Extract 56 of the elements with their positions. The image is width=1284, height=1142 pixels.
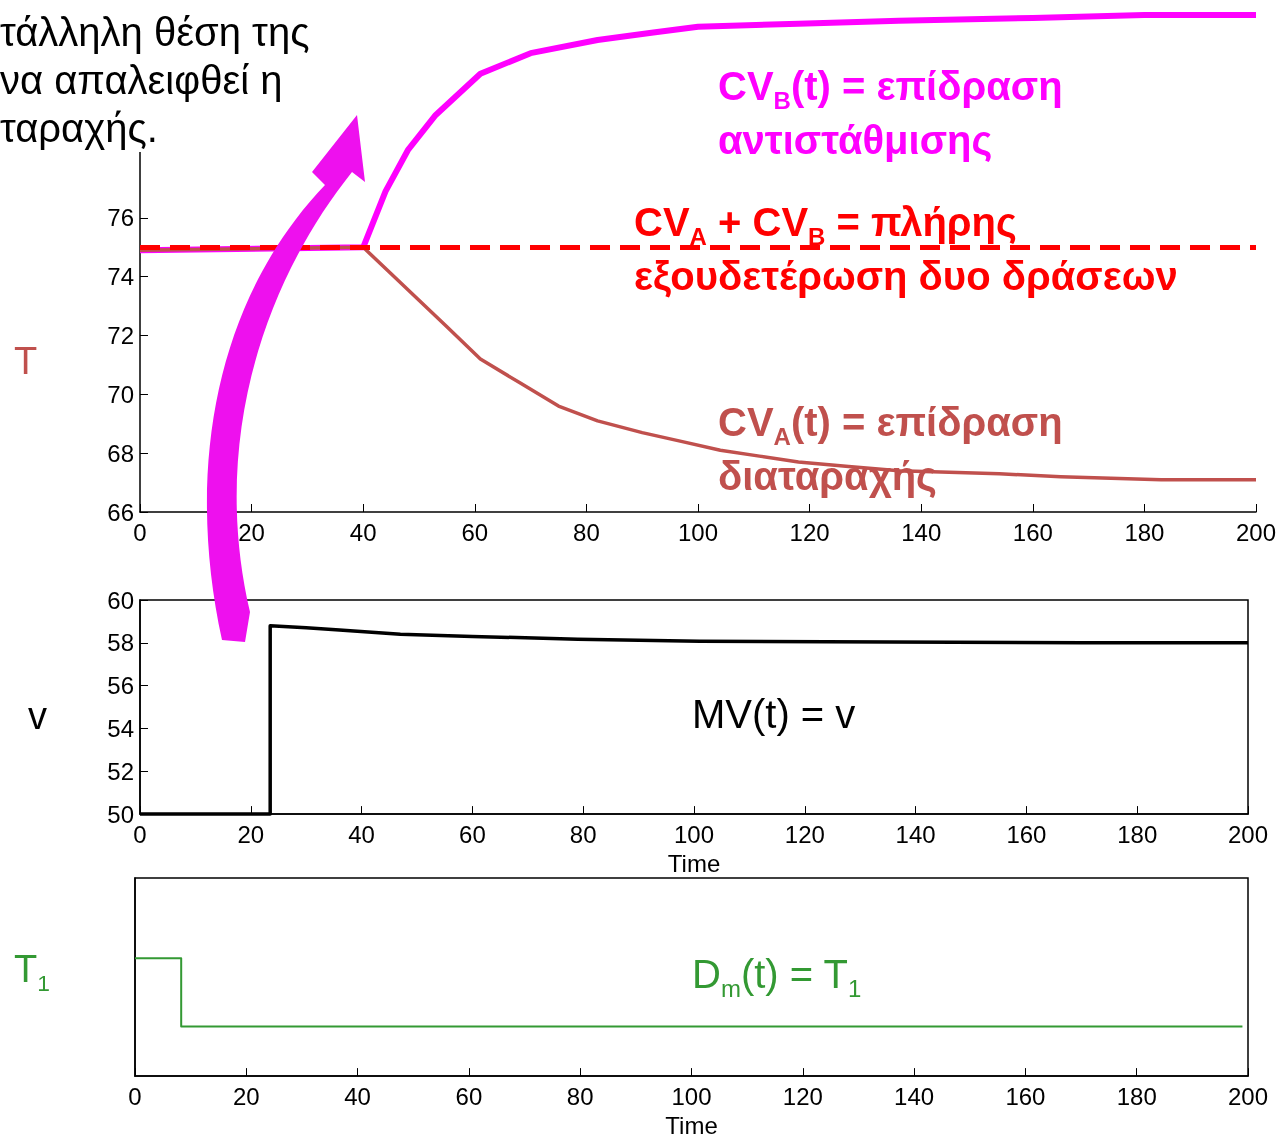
x-tick-label: 200 [1227,1082,1269,1110]
x-tick-label: 40 [349,518,377,546]
x-tick-label: 80 [573,518,600,546]
x-tick-label: 40 [348,820,375,848]
y-tick-label: 54 [107,714,134,742]
x-tick-label: 60 [459,820,486,848]
x-tick-label: 20 [232,1082,260,1110]
x-tick-label: 180 [1117,820,1158,848]
x-tick-label: 80 [566,1082,594,1110]
x-tick-label: 0 [128,1082,142,1110]
annotation: CV$_{B}$(t) = επίδραση αντιστάθμισης [718,63,1063,164]
x-tick-label: 0 [133,518,147,546]
x-tick-label: 140 [901,518,942,546]
x-tick-label: 180 [1124,518,1165,546]
y-tick-label: 50 [107,800,134,828]
y-tick-label: 76 [107,204,134,232]
x-tick-label: 100 [673,820,715,848]
y-tick-label: 52 [107,757,134,785]
annotation: CV$_{A}$ + CV$_{B}$ = πλήρης εξουδετέρωση δυο δράσεων [634,199,1178,300]
x-tick-label: 100 [677,518,719,546]
y-tick-label: 66 [107,498,134,526]
y-tick-label: 68 [107,439,134,467]
x-tick-label: 160 [1012,518,1053,546]
x-axis-title: Time [665,1111,718,1139]
y-axis-title: T [14,340,38,383]
annotation: MV(t) = v [692,691,856,738]
x-tick-label: 120 [782,1082,823,1110]
x-tick-label: 180 [1116,1082,1157,1110]
y-tick-label: 70 [107,380,134,408]
annotation: τάλληλη θέση της να απαλειφθεί η ταραχής. [0,8,310,152]
x-tick-label: 20 [238,518,265,546]
x-tick-label: 160 [1006,820,1047,848]
x-tick-label: 120 [789,518,830,546]
x-tick-label: 20 [237,820,265,848]
y-tick-label: 60 [107,586,134,614]
annotation: D$_{m}$(t) = T$_{1}$ [692,951,862,1004]
x-tick-label: 60 [455,1082,483,1110]
x-tick-label: 100 [671,1082,712,1110]
y-axis-title: v [28,695,47,738]
x-tick-label: 60 [461,518,489,546]
y-tick-label: 56 [107,672,134,700]
y-tick-label: 58 [107,629,134,657]
x-tick-label: 200 [1227,820,1269,848]
x-tick-label: 120 [784,820,825,848]
x-tick-label: 200 [1235,518,1277,546]
x-tick-label: 140 [895,820,936,848]
y-tick-label: 74 [107,263,134,291]
x-tick-label: 80 [569,820,597,848]
annotation: CV$_{A}$(t) = επίδραση διαταραχής [718,399,1063,500]
y-axis-title: T$_{1}$ [14,948,50,997]
x-tick-label: 140 [894,1082,935,1110]
y-tick-label: 72 [107,322,134,350]
x-axis-title: Time [667,849,721,877]
x-tick-label: 40 [344,1082,371,1110]
x-tick-label: 160 [1005,1082,1046,1110]
x-tick-label: 0 [133,820,147,848]
